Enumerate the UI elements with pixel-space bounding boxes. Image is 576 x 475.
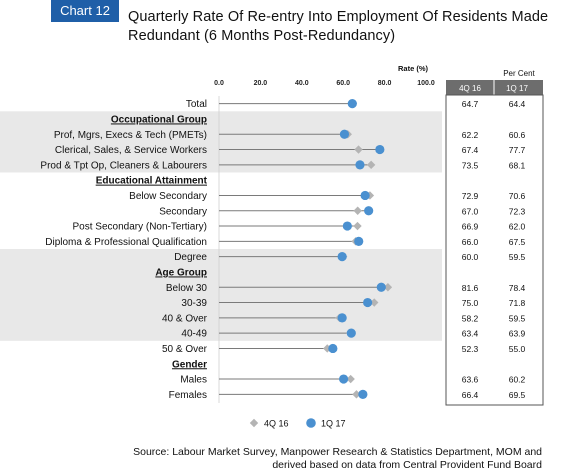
legend-label-1q17: 1Q 17 — [321, 419, 346, 429]
table-value-1q17: 59.5 — [509, 313, 526, 323]
row-label: 50 & Over — [162, 344, 208, 355]
x-tick-label: 0.0 — [214, 80, 224, 87]
marker-1q17 — [360, 190, 370, 201]
row-label: Degree — [174, 252, 207, 263]
row-label: Females — [169, 390, 207, 401]
legend-label-4q16: 4Q 16 — [264, 419, 289, 429]
table-value-4q16: 52.3 — [462, 344, 479, 354]
marker-4q16 — [353, 206, 362, 215]
section-heading: Educational Attainment — [96, 176, 208, 187]
table-value-4q16: 63.4 — [462, 329, 479, 339]
section-heading: Occupational Group — [111, 114, 207, 125]
marker-1q17 — [347, 99, 357, 109]
marker-1q17 — [339, 129, 350, 139]
marker-1q17 — [342, 221, 352, 231]
chart-title-line-2: Redundant (6 Months Post-Redundancy) — [128, 28, 396, 44]
table-value-1q17: 60.2 — [509, 375, 526, 385]
table-value-1q17: 64.4 — [509, 99, 526, 109]
marker-1q17 — [354, 236, 364, 246]
row-label: 40 & Over — [162, 313, 208, 324]
row-label: Prod & Tpt Op, Cleaners & Labourers — [40, 160, 207, 171]
marker-1q17 — [328, 343, 338, 354]
table-value-4q16: 73.5 — [462, 160, 479, 170]
section-band-1 — [0, 249, 442, 341]
marker-1q17 — [363, 297, 373, 308]
row-label: Below 30 — [166, 283, 208, 294]
table-value-1q17: 60.6 — [509, 130, 526, 140]
table-value-1q17: 72.3 — [509, 206, 526, 216]
marker-4q16 — [383, 283, 393, 292]
table-value-1q17: 63.9 — [509, 329, 526, 339]
marker-1q17 — [358, 389, 368, 399]
marker-1q17 — [376, 282, 386, 292]
marker-1q17 — [355, 160, 365, 170]
row-label: Prof, Mgrs, Execs & Tech (PMETs) — [54, 130, 207, 141]
table-value-4q16: 66.0 — [462, 237, 479, 247]
table-value-1q17: 59.5 — [509, 252, 526, 262]
marker-1q17 — [339, 374, 349, 384]
table-unit-label: Per Cent — [503, 69, 535, 78]
table-value-4q16: 72.9 — [462, 191, 479, 201]
table-value-4q16: 67.4 — [462, 145, 479, 155]
x-tick-label: 60.0 — [336, 80, 350, 87]
chart-number-badge: Chart 12 — [51, 0, 119, 22]
x-tick-label: 80.0 — [378, 80, 392, 87]
table-value-1q17: 71.8 — [509, 298, 526, 308]
table-value-1q17: 69.5 — [509, 390, 526, 400]
table-value-4q16: 60.0 — [462, 252, 479, 262]
table-value-4q16: 67.0 — [462, 206, 479, 216]
table-value-4q16: 63.6 — [462, 375, 479, 385]
table-value-4q16: 66.9 — [462, 222, 479, 232]
marker-4q16 — [354, 145, 363, 154]
table-value-1q17: 70.6 — [509, 191, 526, 201]
marker-1q17 — [375, 144, 385, 155]
marker-1q17 — [364, 206, 374, 216]
table-border — [445, 94, 544, 406]
legend-swatch-4q16 — [249, 418, 259, 428]
marker-1q17 — [337, 252, 347, 262]
marker-4q16 — [352, 390, 361, 399]
chart-title-line-1: Quarterly Rate Of Re-entry Into Employme… — [128, 9, 549, 25]
x-tick-label: 100.0 — [417, 80, 435, 87]
table-column-header: 4Q 16 — [459, 84, 481, 93]
row-label: 30-39 — [181, 298, 207, 309]
x-axis-title: Rate (%) — [398, 64, 429, 73]
section-band-0 — [0, 111, 442, 173]
section-heading: Age Group — [155, 267, 207, 278]
source-note-line-2: derived based on data from Central Provi… — [272, 459, 542, 471]
row-label: Secondary — [159, 206, 207, 217]
source-note-line-1: Source: Labour Market Survey, Manpower R… — [133, 446, 542, 458]
table-value-4q16: 62.2 — [462, 130, 479, 140]
table-value-1q17: 78.4 — [509, 283, 526, 293]
marker-4q16 — [370, 298, 379, 307]
row-label: Below Secondary — [129, 191, 207, 202]
row-label: Clerical, Sales, & Service Workers — [55, 145, 207, 156]
row-label: 40-49 — [181, 329, 207, 340]
marker-4q16 — [353, 221, 362, 231]
row-label: Diploma & Professional Qualification — [45, 237, 207, 248]
row-label: Males — [180, 375, 207, 386]
table-value-4q16: 64.7 — [462, 99, 479, 109]
section-heading: Gender — [172, 359, 207, 370]
table-value-1q17: 77.7 — [509, 145, 526, 155]
table-value-4q16: 66.4 — [462, 390, 479, 400]
table-value-4q16: 81.6 — [462, 283, 479, 293]
row-label: Total — [186, 99, 207, 110]
table-value-1q17: 68.1 — [509, 160, 526, 170]
row-label: Post Secondary (Non-Tertiary) — [73, 222, 208, 233]
x-tick-label: 20.0 — [254, 80, 268, 87]
table-value-1q17: 67.5 — [509, 237, 526, 247]
marker-1q17 — [337, 313, 347, 323]
marker-4q16 — [366, 160, 376, 170]
marker-1q17 — [346, 328, 356, 338]
marker-4q16 — [346, 374, 355, 384]
legend-swatch-1q17 — [306, 418, 316, 428]
table-value-4q16: 75.0 — [462, 298, 479, 308]
table-column-header: 1Q 17 — [506, 84, 528, 93]
table-value-4q16: 58.2 — [462, 313, 479, 323]
table-value-1q17: 62.0 — [509, 222, 526, 232]
x-tick-label: 40.0 — [295, 80, 309, 87]
table-value-1q17: 55.0 — [509, 344, 526, 354]
